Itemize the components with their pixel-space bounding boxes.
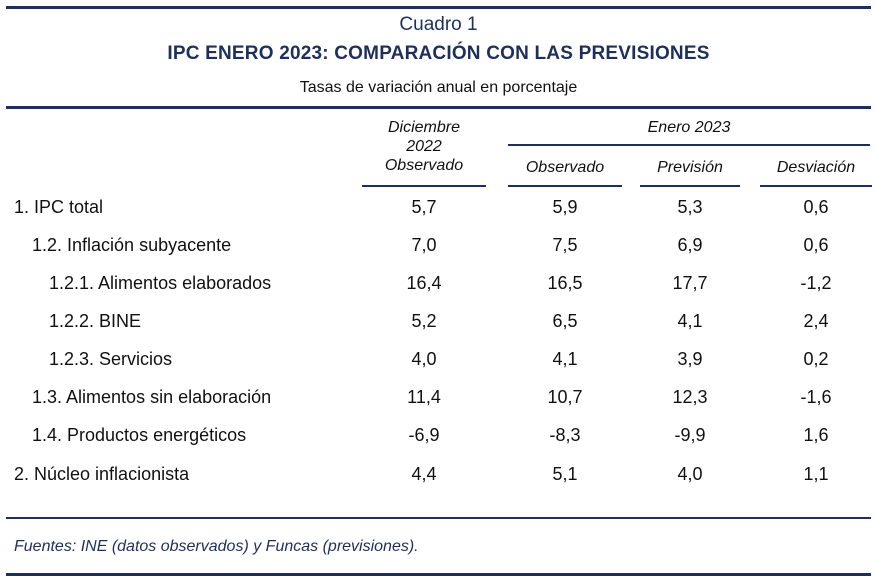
cell-jan-observed: 7,5 bbox=[552, 235, 578, 255]
cell-jan-observed: 5,9 bbox=[552, 197, 578, 217]
row-label: 1.2.2. BINE bbox=[49, 311, 142, 331]
cell-jan-forecast: 4,0 bbox=[677, 464, 703, 484]
cell-jan-observed: 5,1 bbox=[552, 464, 578, 484]
header-group-january: Enero 2023 bbox=[647, 119, 731, 136]
header-col1-line2: 2022 bbox=[406, 138, 442, 155]
cell-jan-deviation: 0,6 bbox=[803, 235, 829, 255]
cell-dec-observed: 7,0 bbox=[411, 235, 437, 255]
cell-dec-observed: 5,2 bbox=[411, 311, 437, 331]
cell-jan-deviation: 2,4 bbox=[803, 311, 829, 331]
cell-jan-observed: 6,5 bbox=[552, 311, 578, 331]
header-forecast: Previsión bbox=[657, 159, 723, 176]
source-note: Fuentes: INE (datos observados) y Funcas… bbox=[14, 538, 419, 555]
row-label: 1.2.3. Servicios bbox=[49, 349, 173, 369]
cell-jan-forecast: 3,9 bbox=[677, 349, 703, 369]
cell-jan-deviation: 1,6 bbox=[803, 425, 829, 445]
table-bottom-rule bbox=[6, 517, 871, 519]
row-label: 1.2. Inflación subyacente bbox=[32, 235, 232, 255]
header-col1-line1: Diciembre bbox=[387, 119, 460, 136]
cell-jan-forecast: -9,9 bbox=[674, 425, 706, 445]
header-col4-underline bbox=[760, 185, 872, 187]
cell-jan-observed: 16,5 bbox=[547, 273, 583, 293]
top-rule bbox=[6, 6, 871, 9]
row-label: 1.2.1. Alimentos elaborados bbox=[49, 273, 272, 293]
cell-dec-observed: 11,4 bbox=[407, 387, 441, 407]
row-label: 1.3. Alimentos sin elaboración bbox=[32, 387, 272, 407]
cell-dec-observed: 4,0 bbox=[411, 349, 437, 369]
table-row: 1.2.2. BINE 5,2 6,5 4,1 2,4 bbox=[0, 311, 877, 349]
table-subtitle: Tasas de variación anual en porcentaje bbox=[299, 79, 578, 96]
cell-jan-deviation: 1,1 bbox=[803, 464, 829, 484]
header-december-observed: Diciembre 2022 Observado bbox=[362, 118, 486, 175]
cell-dec-observed: 5,7 bbox=[411, 197, 437, 217]
table-title: IPC ENERO 2023: COMPARACIÓN CON LAS PREV… bbox=[167, 43, 710, 64]
table-row: 2. Núcleo inflacionista 4,4 5,1 4,0 1,1 bbox=[0, 464, 877, 502]
row-label: 1. IPC total bbox=[14, 197, 104, 217]
cell-dec-observed: 4,4 bbox=[411, 464, 437, 484]
table-row: 1.4. Productos energéticos -6,9 -8,3 -9,… bbox=[0, 425, 877, 463]
header-observed: Observado bbox=[525, 159, 605, 176]
table-row: 1.2. Inflación subyacente 7,0 7,5 6,9 0,… bbox=[0, 235, 877, 273]
header-col1-underline bbox=[362, 185, 486, 187]
cell-jan-forecast: 6,9 bbox=[677, 235, 703, 255]
cell-jan-deviation: -1,6 bbox=[800, 387, 832, 407]
cell-jan-forecast: 4,1 bbox=[677, 311, 703, 331]
header-deviation: Desviación bbox=[776, 159, 856, 176]
header-col3-underline bbox=[640, 185, 740, 187]
header-group-underline bbox=[508, 144, 870, 146]
table-row: 1.3. Alimentos sin elaboración 11,4 10,7… bbox=[0, 387, 877, 425]
header-top-rule bbox=[6, 106, 871, 109]
cell-jan-deviation: -1,2 bbox=[800, 273, 832, 293]
cell-jan-forecast: 17,7 bbox=[672, 273, 708, 293]
cell-jan-observed: -8,3 bbox=[549, 425, 581, 445]
header-col1-line3: Observado bbox=[384, 157, 464, 174]
cell-dec-observed: -6,9 bbox=[408, 425, 440, 445]
row-label: 1.4. Productos energéticos bbox=[32, 425, 247, 445]
table-row: 1. IPC total 5,7 5,9 5,3 0,6 bbox=[0, 197, 877, 235]
table-row: 1.2.1. Alimentos elaborados 16,4 16,5 17… bbox=[0, 273, 877, 311]
header-col2-underline bbox=[508, 185, 622, 187]
table-number: Cuadro 1 bbox=[399, 14, 478, 35]
cell-jan-observed: 10,7 bbox=[547, 387, 583, 407]
cell-jan-observed: 4,1 bbox=[552, 349, 578, 369]
footer-rule bbox=[6, 573, 871, 576]
cell-jan-forecast: 5,3 bbox=[677, 197, 703, 217]
cell-jan-deviation: 0,2 bbox=[803, 349, 829, 369]
table-row: 1.2.3. Servicios 4,0 4,1 3,9 0,2 bbox=[0, 349, 877, 387]
cell-jan-deviation: 0,6 bbox=[803, 197, 829, 217]
row-label: 2. Núcleo inflacionista bbox=[14, 464, 190, 484]
cell-jan-forecast: 12,3 bbox=[672, 387, 708, 407]
cell-dec-observed: 16,4 bbox=[406, 273, 442, 293]
